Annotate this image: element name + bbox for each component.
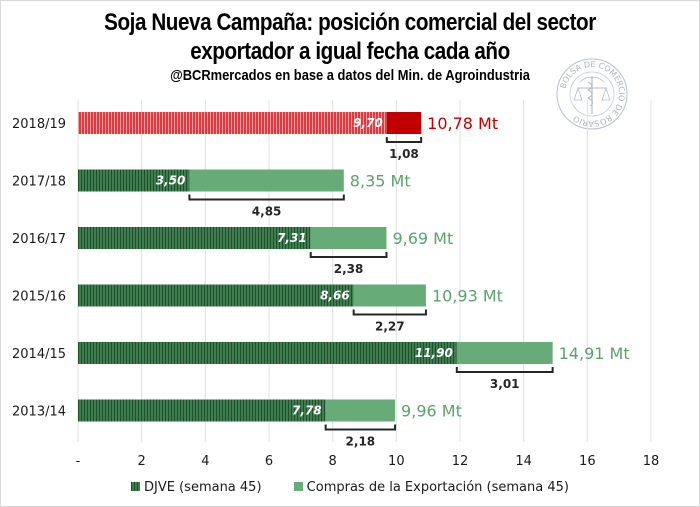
- difference-label: 4,85: [252, 205, 282, 219]
- bar-total-value-label: 10,78 Mt: [427, 114, 498, 133]
- difference-label: 2,38: [334, 262, 364, 276]
- x-tick-label: 8: [329, 454, 337, 469]
- bar-djve-value-label: 9,70: [353, 116, 383, 130]
- bar-total-value-label: 14,91 Mt: [559, 344, 630, 363]
- bcr-seal-logo-icon: BOLSA DE COMERCIO DE ROSARIO: [556, 58, 628, 130]
- bar-compras: [353, 284, 426, 307]
- legend-label-djve: DJVE (semana 45): [144, 480, 262, 495]
- difference-bracket: [188, 194, 345, 201]
- bar-djve: [78, 169, 190, 192]
- x-tick-label: 12: [452, 454, 469, 469]
- y-category-label: 2016/17: [12, 232, 66, 247]
- bar-djve-value-label: 7,31: [277, 231, 307, 245]
- y-category-label: 2013/14: [12, 405, 66, 420]
- chart-title-line2: exportador a igual fecha cada año: [190, 38, 510, 65]
- chart-title-line1: Soja Nueva Campaña: posición comercial d…: [104, 9, 596, 36]
- bar-djve: [78, 342, 457, 364]
- bar-djve: [78, 112, 387, 134]
- bar-compras: [189, 169, 344, 192]
- bar-djve: [78, 399, 326, 422]
- x-tick-label: 4: [201, 454, 209, 469]
- chart-legend: DJVE (semana 45) Compras de la Exportaci…: [0, 480, 700, 495]
- difference-label: 2,27: [375, 320, 405, 334]
- x-tick-label: -: [76, 454, 81, 469]
- x-tick-label: 18: [643, 454, 660, 469]
- difference-bracket: [385, 137, 423, 143]
- difference-bracket: [352, 309, 427, 316]
- difference-bracket: [324, 424, 397, 431]
- bar-djve-value-label: 8,66: [320, 289, 350, 303]
- bar-total-value-label: 9,69 Mt: [392, 229, 453, 248]
- difference-label: 1,08: [389, 147, 419, 161]
- bar-djve-value-label: 7,78: [292, 404, 322, 418]
- x-tick-label: 2: [138, 454, 146, 469]
- difference-label: 3,01: [490, 377, 520, 391]
- difference-bracket: [309, 252, 388, 258]
- bar-total-value-label: 10,93 Mt: [432, 287, 503, 306]
- difference-bracket: [455, 367, 554, 373]
- bar-compras: [456, 342, 553, 364]
- y-category-label: 2018/19: [12, 117, 66, 132]
- bar-djve: [78, 284, 354, 307]
- legend-swatch-djve: [131, 482, 141, 491]
- x-tick-label: 14: [515, 454, 532, 469]
- y-category-label: 2017/18: [12, 175, 66, 190]
- legend-item-compras: Compras de la Exportación (semana 45): [293, 480, 569, 495]
- x-tick-label: 10: [388, 454, 405, 469]
- chart-subtitle: @BCRmercados en base a datos del Min. de…: [170, 67, 530, 84]
- bar-compras: [386, 112, 422, 134]
- bar-djve: [78, 227, 311, 249]
- bar-compras: [310, 227, 387, 249]
- bar-total-value-label: 9,96 Mt: [401, 402, 462, 421]
- difference-label: 2,18: [346, 435, 376, 449]
- bar-compras: [325, 399, 396, 422]
- bar-total-value-label: 8,35 Mt: [350, 172, 411, 191]
- y-category-label: 2015/16: [12, 290, 66, 305]
- legend-item-djve: DJVE (semana 45): [131, 480, 262, 495]
- y-category-label: 2014/15: [12, 347, 66, 362]
- bar-djve-value-label: 11,90: [415, 346, 453, 360]
- x-tick-label: 16: [579, 454, 596, 469]
- x-tick-label: 6: [265, 454, 273, 469]
- legend-swatch-compras: [293, 482, 303, 491]
- bar-djve-value-label: 3,50: [156, 174, 186, 188]
- legend-label-compras: Compras de la Exportación (semana 45): [306, 480, 569, 495]
